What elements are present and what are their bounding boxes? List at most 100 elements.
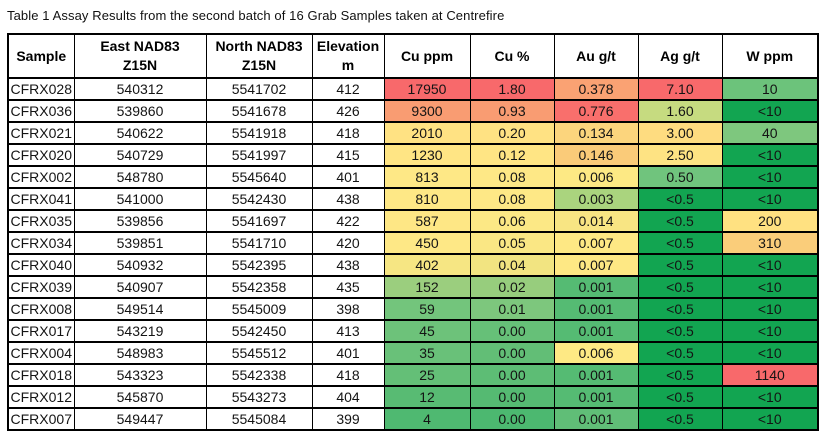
- cell-cu_ppm: 813: [383, 165, 471, 189]
- page: Table 1 Assay Results from the second ba…: [7, 8, 819, 431]
- cell-w: 310: [721, 231, 819, 255]
- cell-cu_ppm: 152: [383, 275, 471, 299]
- cell-cu_ppm: 587: [383, 209, 471, 233]
- cell-cu_pct: 0.12: [469, 143, 555, 167]
- cell-au: 0.001: [553, 297, 639, 321]
- cell-elev: 426: [311, 99, 385, 123]
- cell-ag: <0.5: [637, 385, 723, 409]
- column-header-sample: Sample: [7, 33, 75, 79]
- cell-w: <10: [721, 99, 819, 123]
- cell-elev: 438: [311, 187, 385, 211]
- cell-cu_pct: 0.00: [469, 363, 555, 387]
- cell-elev: 418: [311, 363, 385, 387]
- cell-w: <10: [721, 319, 819, 343]
- cell-elev: 401: [311, 165, 385, 189]
- assay-table: Sample East NAD83 Z15N North NAD83 Z15N Eleva…: [7, 33, 819, 431]
- cell-sample: CFRX021: [7, 121, 75, 145]
- cell-elev: 401: [311, 341, 385, 365]
- table-row: CFRX041 541000 5542430 438 810 0.08 0.003 <0.5 <…: [7, 187, 819, 211]
- cell-w: <10: [721, 297, 819, 321]
- table-row: CFRX004 548983 5545512 401 35 0.00 0.006 <0.5 <1…: [7, 341, 819, 365]
- column-header-au: Au g/t: [553, 33, 639, 79]
- cell-sample: CFRX017: [7, 319, 75, 343]
- cell-cu_ppm: 12: [383, 385, 471, 409]
- cell-au: 0.001: [553, 275, 639, 299]
- cell-au: 0.006: [553, 165, 639, 189]
- cell-sample: CFRX007: [7, 407, 75, 431]
- cell-elev: 404: [311, 385, 385, 409]
- cell-ag: <0.5: [637, 253, 723, 277]
- cell-ag: <0.5: [637, 407, 723, 431]
- cell-ag: <0.5: [637, 319, 723, 343]
- cell-elev: 415: [311, 143, 385, 167]
- cell-north: 5541710: [205, 231, 313, 255]
- table-row: CFRX036 539860 5541678 426 9300 0.93 0.776 1.60…: [7, 99, 819, 123]
- cell-au: 0.006: [553, 341, 639, 365]
- table-row: CFRX017 543219 5542450 413 45 0.00 0.001 <0.5 <1…: [7, 319, 819, 343]
- cell-w: <10: [721, 341, 819, 365]
- cell-cu_ppm: 35: [383, 341, 471, 365]
- cell-ag: <0.5: [637, 363, 723, 387]
- cell-north: 5541702: [205, 77, 313, 101]
- cell-ag: <0.5: [637, 187, 723, 211]
- cell-elev: 438: [311, 253, 385, 277]
- cell-cu_ppm: 1230: [383, 143, 471, 167]
- table-row: CFRX028 540312 5541702 412 17950 1.80 0.378 7.1…: [7, 77, 819, 101]
- cell-elev: 399: [311, 407, 385, 431]
- table-row: CFRX008 549514 5545009 398 59 0.01 0.001 <0.5 <1…: [7, 297, 819, 321]
- cell-w: 1140: [721, 363, 819, 387]
- table-row: CFRX040 540932 5542395 438 402 0.04 0.007 <0.5 <…: [7, 253, 819, 277]
- cell-north: 5542430: [205, 187, 313, 211]
- cell-au: 0.146: [553, 143, 639, 167]
- cell-sample: CFRX039: [7, 275, 75, 299]
- cell-sample: CFRX008: [7, 297, 75, 321]
- cell-w: <10: [721, 253, 819, 277]
- cell-ag: 2.50: [637, 143, 723, 167]
- cell-cu_ppm: 402: [383, 253, 471, 277]
- cell-ag: <0.5: [637, 209, 723, 233]
- column-header-north: North NAD83 Z15N: [205, 33, 313, 79]
- cell-cu_pct: 0.04: [469, 253, 555, 277]
- cell-elev: 412: [311, 77, 385, 101]
- cell-sample: CFRX035: [7, 209, 75, 233]
- table-row: CFRX018 543323 5542338 418 25 0.00 0.001 <0.5 11…: [7, 363, 819, 387]
- cell-cu_pct: 0.08: [469, 165, 555, 189]
- cell-cu_pct: 0.02: [469, 275, 555, 299]
- cell-north: 5545640: [205, 165, 313, 189]
- cell-cu_ppm: 17950: [383, 77, 471, 101]
- cell-w: <10: [721, 407, 819, 431]
- column-header-w: W ppm: [721, 33, 819, 79]
- cell-north: 5541997: [205, 143, 313, 167]
- column-header-east: East NAD83 Z15N: [73, 33, 207, 79]
- cell-east: 540312: [73, 77, 207, 101]
- cell-cu_ppm: 2010: [383, 121, 471, 145]
- cell-au: 0.134: [553, 121, 639, 145]
- cell-sample: CFRX041: [7, 187, 75, 211]
- assay-table-body: CFRX028 540312 5541702 412 17950 1.80 0.378 7.1…: [7, 77, 819, 431]
- cell-cu_ppm: 9300: [383, 99, 471, 123]
- cell-east: 548983: [73, 341, 207, 365]
- cell-w: <10: [721, 275, 819, 299]
- cell-east: 543323: [73, 363, 207, 387]
- cell-cu_ppm: 4: [383, 407, 471, 431]
- cell-east: 548780: [73, 165, 207, 189]
- cell-cu_ppm: 450: [383, 231, 471, 255]
- column-header-cu_ppm: Cu ppm: [383, 33, 471, 79]
- cell-north: 5542358: [205, 275, 313, 299]
- table-row: CFRX007 549447 5545084 399 4 0.00 0.001 <0.5 <10: [7, 407, 819, 431]
- cell-elev: 420: [311, 231, 385, 255]
- assay-table-header: Sample East NAD83 Z15N North NAD83 Z15N Eleva…: [7, 33, 819, 79]
- cell-elev: 418: [311, 121, 385, 145]
- cell-au: 0.001: [553, 363, 639, 387]
- cell-north: 5543273: [205, 385, 313, 409]
- cell-north: 5541697: [205, 209, 313, 233]
- cell-north: 5541678: [205, 99, 313, 123]
- cell-ag: 1.60: [637, 99, 723, 123]
- cell-cu_pct: 0.93: [469, 99, 555, 123]
- cell-cu_pct: 1.80: [469, 77, 555, 101]
- cell-sample: CFRX028: [7, 77, 75, 101]
- table-row: CFRX034 539851 5541710 420 450 0.05 0.007 <0.5 3…: [7, 231, 819, 255]
- cell-east: 539851: [73, 231, 207, 255]
- cell-w: <10: [721, 187, 819, 211]
- cell-cu_pct: 0.20: [469, 121, 555, 145]
